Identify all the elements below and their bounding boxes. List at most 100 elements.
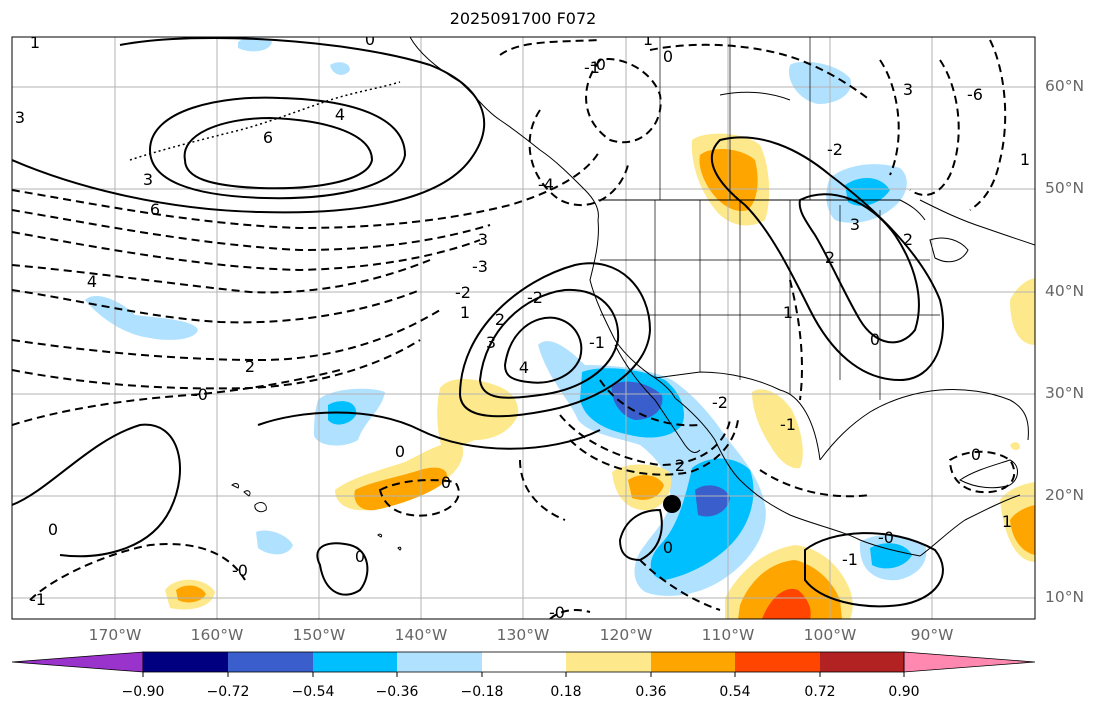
- contour-label: 2: [245, 357, 255, 376]
- lon-label-110w: 110°W: [701, 626, 755, 644]
- east-canada-coast: [919, 199, 1035, 246]
- lat-label-50n: 50°N: [1045, 179, 1085, 197]
- contour-label: 3: [478, 230, 488, 249]
- contour-labels: 1 0 1 0 -1 -0 3 4 6 3 6 4 2 3 -4 -3 -2 1…: [15, 30, 1030, 619]
- anomaly-fill-patch: [1010, 505, 1035, 555]
- contour-label: 1: [1002, 512, 1012, 531]
- anomaly-fill-patch: [752, 389, 803, 469]
- contour-label: 0: [441, 473, 451, 492]
- colorbar-segment: [313, 652, 397, 672]
- anomaly-fill-patch: [611, 381, 663, 420]
- colorbar-segment: [143, 652, 228, 672]
- contour-label: 0: [395, 442, 405, 461]
- contour-label: 3: [486, 333, 496, 352]
- contour-label: -4: [538, 175, 554, 194]
- anomaly-fill-patch: [870, 543, 912, 569]
- contour-label: -0: [878, 528, 894, 547]
- contour-label: -2: [712, 393, 728, 412]
- gulf-coast: [819, 389, 1029, 461]
- colorbar-tick-label: 0.36: [635, 684, 667, 700]
- contour-label: 6: [150, 200, 160, 219]
- anomaly-fill-patch: [85, 295, 198, 340]
- colorbar-segment: [651, 652, 735, 672]
- contour-label: 1: [783, 303, 793, 322]
- map-frame: [11, 36, 1036, 620]
- anomaly-fill-patch: [1010, 278, 1035, 345]
- anomaly-fill-patch: [845, 178, 890, 206]
- colorbar-tick-label: −0.54: [291, 684, 335, 700]
- anomaly-fill-patch: [1010, 442, 1020, 451]
- contour-label: -1: [780, 415, 796, 434]
- lon-label-100w: 100°W: [803, 626, 857, 644]
- baja-peninsula: [614, 344, 701, 453]
- lon-label-130w: 130°W: [496, 626, 550, 644]
- contour-label: 1: [460, 303, 470, 322]
- contour-label: 1: [1020, 150, 1030, 169]
- contour-label: -6: [967, 85, 983, 104]
- hawaii-island: [243, 490, 251, 497]
- contour-label: 0: [663, 538, 673, 557]
- lat-label-10n: 10°N: [1045, 588, 1085, 606]
- us-mexico-border: [654, 371, 821, 461]
- contour-label: 4: [519, 358, 529, 377]
- yucatan: [959, 459, 1018, 489]
- contour-label: 1: [30, 33, 40, 52]
- contour-label: 2: [675, 456, 685, 475]
- anomaly-fill-patch: [788, 61, 851, 104]
- central-america: [919, 494, 1021, 557]
- contour-label: -2: [455, 283, 471, 302]
- colorbar-tick-label: 0.90: [888, 684, 920, 700]
- lat-label-60n: 60°N: [1045, 77, 1085, 95]
- colorbar-segment: [228, 652, 313, 672]
- lon-label-140w: 140°W: [394, 626, 448, 644]
- contour-label: -0: [232, 561, 248, 580]
- contour-label: 0: [365, 30, 375, 49]
- gridlines: [12, 37, 1035, 619]
- contour-label: 0: [971, 445, 981, 464]
- contour-label: -0: [590, 55, 606, 74]
- colorbar-segment: [566, 652, 651, 672]
- lon-label-120w: 120°W: [599, 626, 653, 644]
- colorbar-segment: [903, 651, 1036, 673]
- great-lakes: [929, 237, 969, 263]
- mexico-west-coast: [674, 397, 921, 557]
- colorbar-segment: [482, 652, 566, 672]
- contour-label: 2: [903, 230, 913, 249]
- contour-label: -3: [472, 257, 488, 276]
- anomaly-fill-patch: [238, 37, 272, 52]
- contour-label: 6: [263, 128, 273, 147]
- lon-label-150w: 150°W: [292, 626, 346, 644]
- contour-label: 2: [825, 248, 835, 267]
- colorbar-tick-label: 0.54: [719, 684, 751, 700]
- shaded-anomaly-fills: [85, 37, 1035, 619]
- anomaly-fill-patch: [762, 588, 811, 619]
- contour-label: -1: [842, 550, 858, 569]
- contour-label: 3: [903, 80, 913, 99]
- negative-contours: [12, 39, 1016, 619]
- colorbar-segment: [820, 652, 904, 672]
- anomaly-fill-patch: [699, 148, 758, 211]
- lon-label-90w: 90°W: [910, 626, 954, 644]
- revillagigedo-dots: [377, 533, 402, 551]
- us-canada-border: [598, 199, 926, 221]
- contour-label: -1: [589, 333, 605, 352]
- contour-label: 0: [870, 330, 880, 349]
- colorbar-tick-label: −0.72: [206, 684, 250, 700]
- colorbar-segment: [397, 652, 482, 672]
- contour-label: -1: [30, 590, 46, 609]
- colorbar-tick-label: −0.90: [121, 684, 165, 700]
- map-area: 1 0 1 0 -1 -0 3 4 6 3 6 4 2 3 -4 -3 -2 1…: [12, 30, 1035, 619]
- colorbar-tick-label: 0.18: [550, 684, 582, 700]
- lat-label-20n: 20°N: [1045, 486, 1085, 504]
- lat-label-30n: 30°N: [1045, 384, 1085, 402]
- colorbar-segment: [11, 651, 144, 673]
- contour-label: 3: [15, 108, 25, 127]
- anomaly-fill-patch: [695, 485, 730, 517]
- anomaly-fill-patch: [628, 475, 664, 500]
- anomaly-fill-patch: [354, 467, 448, 511]
- anomaly-fill-patch: [330, 62, 350, 75]
- anomaly-fill-patch: [256, 530, 293, 555]
- colorbar-tick-label: −0.18: [460, 684, 504, 700]
- contour-label: -1: [584, 58, 600, 77]
